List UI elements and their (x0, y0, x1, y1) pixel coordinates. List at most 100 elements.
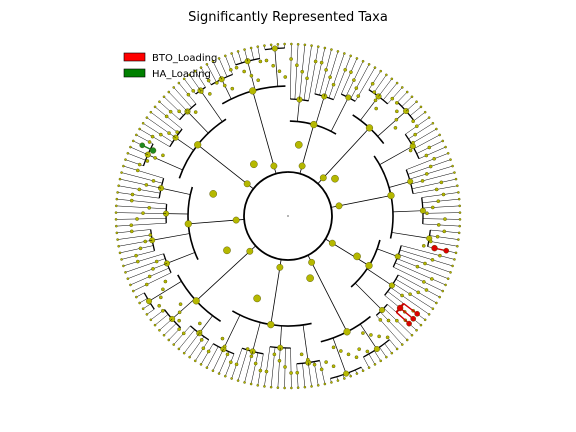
taxon-node (410, 95, 414, 99)
taxon-node (354, 355, 359, 360)
taxon-node (114, 218, 118, 221)
taxon-node (395, 101, 399, 105)
taxon-node (230, 52, 233, 55)
taxon-node (343, 67, 348, 72)
taxon-node (289, 371, 293, 375)
taxon-node (145, 313, 149, 316)
taxon-node (283, 42, 286, 46)
taxon-node (331, 345, 336, 350)
taxon-node (431, 307, 435, 311)
branch-line (139, 128, 170, 147)
taxon-node (330, 48, 333, 51)
taxon-node (129, 283, 132, 287)
taxon-node (135, 133, 138, 137)
taxon-node (361, 369, 365, 373)
taxon-node (191, 89, 196, 93)
taxon-node (385, 73, 388, 77)
taxon-node (246, 247, 254, 255)
taxon-node (456, 184, 459, 188)
taxon-node (355, 57, 359, 60)
legend-label-bto: BTO_Loading (152, 53, 217, 64)
taxon-node (245, 347, 250, 351)
taxon-node (390, 351, 394, 355)
taxon-node (253, 361, 258, 366)
taxon-node (444, 283, 447, 287)
taxon-node (303, 43, 307, 47)
taxon-node (277, 69, 282, 74)
taxon-node (148, 233, 153, 237)
branch-line (319, 360, 326, 385)
branch-line (119, 178, 162, 189)
taxon-node (232, 216, 240, 224)
legend-item-bto: BTO_Loading (123, 52, 217, 64)
taxon-node (443, 247, 450, 254)
taxon-node (151, 267, 155, 271)
taxon-node (184, 220, 192, 228)
taxon-node (423, 318, 427, 322)
taxon-node (393, 126, 398, 130)
taxon-node (283, 365, 287, 369)
taxon-node (430, 205, 435, 210)
taxon-node (441, 139, 445, 143)
taxon-node (438, 133, 441, 137)
branch-line (317, 127, 370, 184)
taxon-node (146, 298, 153, 305)
taxon-node (349, 70, 353, 74)
taxon-node (415, 100, 418, 104)
taxon-node (446, 277, 450, 280)
taxon-node (167, 338, 171, 342)
branch-line (379, 347, 387, 358)
branch-line (408, 123, 433, 140)
branch-line (171, 298, 195, 320)
taxon-node (147, 140, 152, 144)
taxon-node (141, 121, 145, 125)
taxon-node (343, 370, 350, 377)
branch-line (274, 48, 279, 87)
taxon-node (394, 117, 399, 122)
taxon-node (361, 59, 365, 63)
taxon-node (413, 132, 417, 137)
branch-line (127, 263, 168, 279)
taxon-node (120, 171, 123, 174)
branch-line (116, 222, 167, 227)
branch-line (308, 46, 319, 101)
taxon-node (430, 277, 434, 281)
branch-line (290, 347, 292, 388)
branch-line (264, 346, 271, 387)
taxon-node (114, 204, 118, 208)
branch-line (119, 245, 154, 254)
taxon-node (208, 92, 212, 96)
branch-line (332, 337, 347, 374)
taxon-node (249, 87, 257, 95)
taxon-node (198, 329, 203, 334)
taxon-node (276, 42, 280, 46)
taxon-node (225, 352, 230, 357)
taxon-node (365, 262, 373, 270)
taxon-node (456, 244, 459, 248)
taxon-node (367, 63, 371, 66)
branch-line (175, 137, 194, 151)
branch-line (183, 333, 200, 354)
taxon-node (395, 347, 399, 351)
taxon-node (339, 349, 343, 353)
taxon-node (298, 162, 306, 170)
taxon-node (114, 211, 118, 214)
taxon-node (430, 258, 435, 262)
taxon-node (116, 191, 119, 194)
taxon-node (164, 114, 169, 119)
taxon-node (396, 304, 404, 312)
branch-line (146, 117, 176, 138)
taxon-node (373, 66, 377, 69)
taxon-node (449, 158, 452, 161)
taxon-node (186, 92, 191, 97)
taxon-node (129, 145, 132, 149)
branch-line (218, 58, 228, 77)
taxon-node (161, 287, 165, 292)
taxon-node (256, 78, 261, 83)
branch-line (314, 47, 326, 94)
taxon-node (373, 363, 377, 366)
taxon-node (139, 142, 146, 149)
taxon-node (400, 343, 404, 346)
branch-line (163, 323, 177, 336)
branch-line (368, 71, 381, 90)
